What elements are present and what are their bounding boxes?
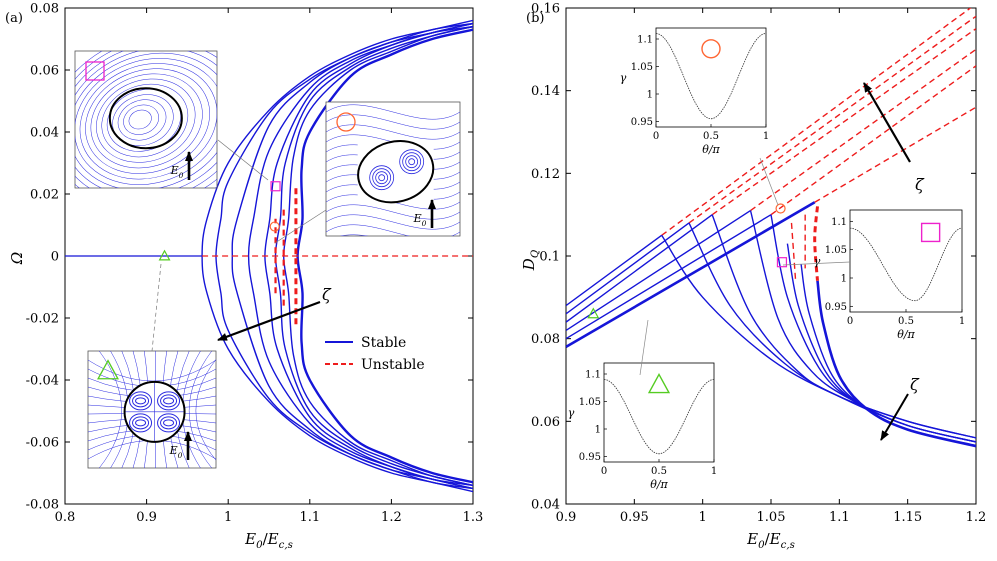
a-xtick-label: 0.9 xyxy=(136,510,157,525)
a-panel-label: (a) xyxy=(5,11,23,26)
b-inset-square-ytick-label: 1.1 xyxy=(831,217,847,228)
a-ytick-label: -0.08 xyxy=(26,498,59,513)
a-ylabel: Ω xyxy=(8,252,26,265)
b-ytick-label: 0.1 xyxy=(539,250,560,265)
a-ytick-label: 0.04 xyxy=(30,126,59,141)
b-panel-label: (b) xyxy=(526,11,544,26)
b-inset-triangle-xtick-label: 0 xyxy=(601,466,607,477)
b-inset-square-xtick-label: 0 xyxy=(847,316,853,327)
a-ytick-label: 0.06 xyxy=(30,64,59,79)
a-ytick-label: -0.04 xyxy=(26,374,59,389)
a-ytick-label: 0 xyxy=(51,250,59,265)
b-inset-circle-xlabel: θ/π xyxy=(702,143,720,156)
a-inset-triangle: E0 xyxy=(88,351,223,468)
b-inset-square-xtick-label: 0.5 xyxy=(898,316,914,327)
b-ylabel: DQ xyxy=(520,249,541,271)
b-inset-triangle-xtick-label: 1 xyxy=(711,466,717,477)
b-ytick-label: 0.04 xyxy=(531,498,560,513)
b-inset-square-xlabel: θ/π xyxy=(897,328,915,341)
a-xlabel: E0/Ec,s xyxy=(244,530,293,551)
a-ytick-label: -0.02 xyxy=(26,312,59,327)
a-legend-unstable-label: Unstable xyxy=(361,357,425,373)
b-inset-triangle-ytick-label: 1.05 xyxy=(579,397,601,408)
b-ytick-label: 0.12 xyxy=(531,167,560,182)
b-inset-circle-ylabel: γ xyxy=(620,72,627,85)
b-ytick-label: 0.06 xyxy=(531,415,560,430)
a-ytick-label: 0.02 xyxy=(30,188,59,203)
a-inset-circle: E0 xyxy=(326,102,460,249)
b-ytick-label: 0.08 xyxy=(531,332,560,347)
b-xtick-label: 1.05 xyxy=(757,510,786,525)
b-inset-triangle-xlabel: θ/π xyxy=(650,478,668,491)
a-xtick-label: 1.1 xyxy=(299,510,320,525)
b-inset-triangle-ytick-label: 1.1 xyxy=(585,370,601,381)
a-ytick-label: -0.06 xyxy=(26,436,59,451)
a-xtick-label: 1.2 xyxy=(381,510,402,525)
b-inset-circle-ytick-label: 1.1 xyxy=(637,35,653,46)
b-inset-triangle-ylabel: γ xyxy=(568,407,575,420)
b-xtick-label: 1.15 xyxy=(893,510,922,525)
b-inset-circle-ytick-label: 1.05 xyxy=(631,62,653,73)
b-xtick-label: 1.2 xyxy=(966,510,987,525)
b-inset-square-frame xyxy=(850,210,962,312)
a-zeta-label: ζ xyxy=(322,285,332,304)
b-inset-circle-ytick-label: 1 xyxy=(647,90,653,101)
b-zeta-label-lower: ζ xyxy=(910,375,920,394)
b-xtick-label: 1.1 xyxy=(829,510,850,525)
b-inset-square-ytick-label: 1 xyxy=(841,274,847,285)
b-inset-circle-xtick-label: 1 xyxy=(763,131,769,142)
b-inset-circle-xtick-label: 0.5 xyxy=(703,131,719,142)
a-xtick-label: 1 xyxy=(224,510,232,525)
a-inset-circle-droplet-fill xyxy=(358,142,434,202)
b-ytick-label: 0.14 xyxy=(531,84,560,99)
b-zeta-label-upper: ζ xyxy=(915,175,925,194)
a-ytick-label: 0.08 xyxy=(30,2,59,17)
b-inset-triangle-ytick-label: 0.95 xyxy=(579,452,601,463)
b-inset-triangle-ytick-label: 1 xyxy=(595,425,601,436)
b-inset-circle-xtick-label: 0 xyxy=(653,131,659,142)
b-inset-triangle-frame xyxy=(604,363,714,462)
a-legend-stable-label: Stable xyxy=(361,335,406,351)
b-inset-circle-ytick-label: 0.95 xyxy=(631,117,653,128)
b-xtick-label: 1 xyxy=(699,510,707,525)
b-inset-square-ytick-label: 1.05 xyxy=(825,245,847,256)
b-inset-square-ytick-label: 0.95 xyxy=(825,302,847,313)
b-inset-circle-frame xyxy=(656,28,766,127)
b-xlabel: E0/Ec,s xyxy=(746,530,795,551)
b-inset-triangle-xtick-label: 0.5 xyxy=(651,466,667,477)
b-xtick-label: 0.95 xyxy=(620,510,649,525)
b-inset-square-ylabel: γ xyxy=(814,255,821,268)
b-inset-square-xtick-label: 1 xyxy=(959,316,965,327)
a-xtick-label: 1.3 xyxy=(463,510,484,525)
